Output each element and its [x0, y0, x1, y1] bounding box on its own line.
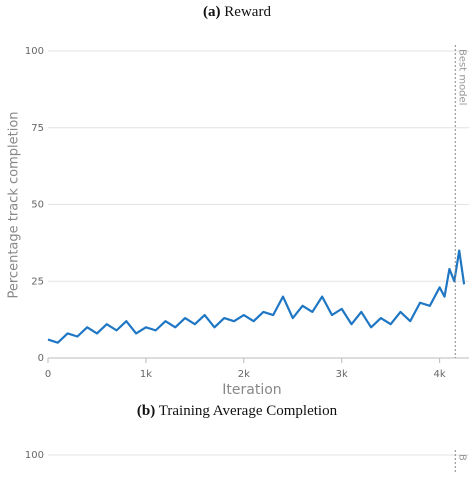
y-tick-label: 100 [25, 46, 44, 57]
x-tick-label: 3k [336, 369, 348, 380]
caption-text: Reward [224, 4, 271, 20]
x-tick-label: 1k [140, 369, 152, 380]
x-tick-label: 4k [434, 369, 446, 380]
y-tick-label: 50 [31, 200, 44, 211]
y-tick-label: 75 [31, 123, 44, 134]
y-tick-label: 25 [31, 276, 44, 287]
y-tick-label: 100 [25, 450, 44, 461]
x-axis-label: Iteration [222, 382, 281, 398]
x-tick-label: 2k [238, 369, 250, 380]
caption-text: Training Average Completion [159, 403, 338, 419]
caption-label: (a) [203, 4, 221, 20]
caption: (b) Training Average Completion [137, 403, 338, 419]
best-model-label: B [456, 454, 467, 461]
y-axis-label: Percentage track completion [7, 111, 22, 298]
caption: (a) Reward [203, 4, 271, 20]
y-tick-label: 0 [38, 353, 44, 364]
data-line [47, 249, 466, 344]
caption-label: (b) [137, 403, 155, 419]
best-model-label: Best model [456, 49, 467, 105]
x-tick-label: 0 [45, 369, 51, 380]
